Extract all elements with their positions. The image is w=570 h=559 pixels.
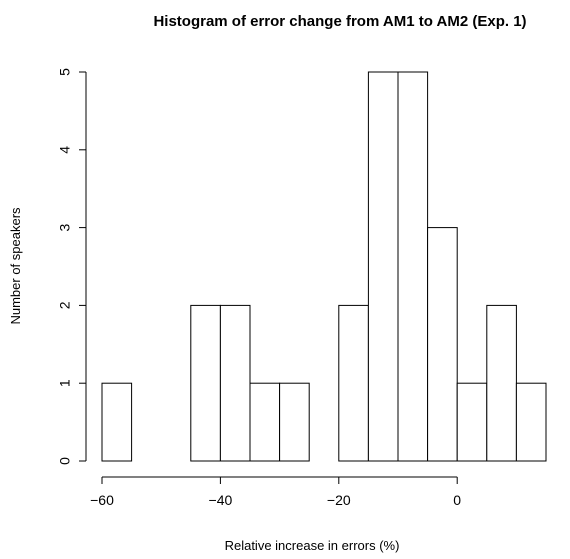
y-axis: 0 1 2 3 4 5: [57, 68, 87, 465]
histogram-bar-13: [486, 304, 517, 462]
x-tick-label: −60: [90, 492, 114, 508]
x-axis: −60 −40 −20 0: [90, 476, 461, 508]
histogram-bar-6: [279, 382, 310, 462]
histogram-bars: [101, 71, 547, 462]
y-tick-label: 0: [57, 457, 73, 465]
histogram-bar-11: [427, 227, 458, 462]
y-tick-label: 4: [57, 146, 73, 154]
y-tick-label: 1: [57, 379, 73, 387]
histogram-bar-0: [101, 382, 133, 462]
y-tick-label: 5: [57, 68, 73, 76]
histogram-bar-14: [515, 382, 547, 462]
histogram-bar-4: [219, 304, 251, 462]
histogram-bar-5: [249, 382, 281, 462]
histogram-bar-8: [338, 304, 369, 462]
histogram-bar-12: [456, 382, 488, 462]
y-tick-label: 2: [57, 301, 73, 309]
x-axis-label: Relative increase in errors (%): [225, 538, 400, 553]
y-tick-label: 3: [57, 223, 73, 231]
chart-title: Histogram of error change from AM1 to AM…: [153, 13, 526, 30]
x-tick-label: 0: [453, 492, 461, 508]
histogram-bar-10: [397, 71, 429, 462]
histogram-bar-3: [190, 304, 221, 462]
x-tick-label: −20: [327, 492, 351, 508]
x-tick-label: −40: [209, 492, 233, 508]
histogram-bar-9: [367, 71, 399, 462]
y-axis-label: Number of speakers: [8, 207, 23, 325]
